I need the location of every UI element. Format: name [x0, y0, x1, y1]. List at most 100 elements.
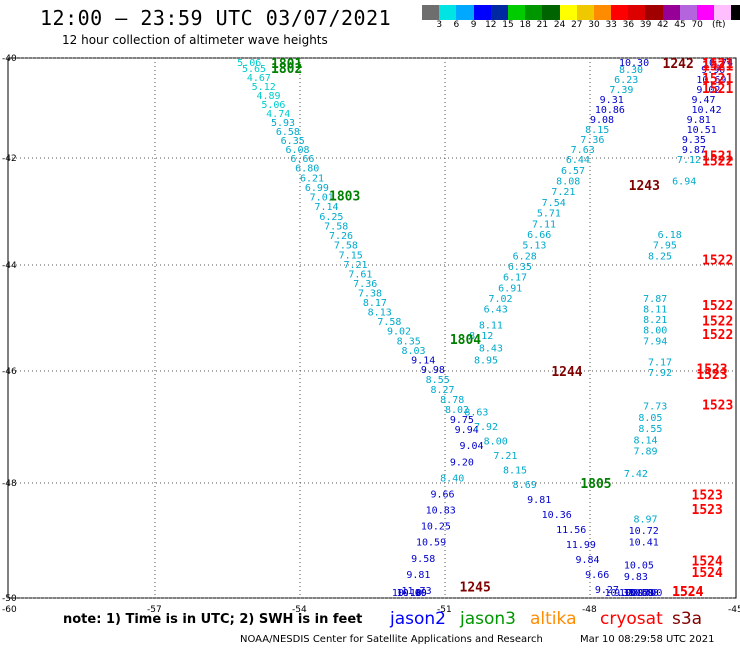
- wave-height-value: 9.81: [687, 115, 711, 126]
- wave-height-value: 9.90: [701, 65, 725, 76]
- wave-height-value: 7.02: [489, 294, 513, 305]
- wave-height-value: 9.84: [576, 555, 600, 566]
- wave-height-value: 8.63: [464, 407, 488, 418]
- wave-height-value: 7.92: [474, 422, 498, 433]
- wave-height-value: 10.49: [624, 588, 654, 599]
- wave-height-value: 6.35: [508, 262, 532, 273]
- wave-height-value: 9.66: [431, 489, 455, 500]
- latitude-tick-label: -48: [2, 479, 17, 489]
- wave-height-value: 10.74: [703, 58, 733, 69]
- colorbar-swatch: [628, 5, 646, 20]
- wave-height-value: 10.83: [426, 505, 456, 516]
- colorbar-swatch: [422, 5, 440, 20]
- wave-height-value: 4.74: [266, 109, 290, 120]
- longitude-tick-label: -54: [292, 605, 307, 615]
- wave-height-value: 10.09: [397, 588, 427, 599]
- wave-height-value: 9.20: [450, 458, 474, 469]
- colorbar-swatch: [525, 5, 543, 20]
- wave-height-value: 6.66: [290, 154, 314, 165]
- wave-height-value: 10.25: [421, 522, 451, 533]
- wave-height-value: 8.14: [634, 435, 658, 446]
- colorbar-tick-label: 45: [674, 20, 686, 30]
- wave-height-value: 8.00: [643, 326, 667, 337]
- wave-height-value: 7.21: [551, 187, 575, 198]
- wave-height-value: 9.27: [595, 585, 619, 596]
- wave-height-value: 9.73: [614, 588, 638, 599]
- track-id-label: 1523: [702, 399, 733, 414]
- footer-timestamp: Mar 10 08:29:58 UTC 2021: [580, 634, 715, 645]
- track-id-label: 1524: [692, 566, 723, 581]
- colorbar-swatch: [731, 5, 740, 20]
- colorbar-swatch: [714, 5, 732, 20]
- colorbar-tick-label: 12: [485, 20, 497, 30]
- wave-height-value: 7.61: [348, 269, 372, 280]
- colorbar-swatch: [593, 5, 612, 20]
- wave-height-value: 8.40: [440, 473, 464, 484]
- wave-height-value: 8.08: [556, 176, 580, 187]
- wave-height-value: 4.67: [247, 73, 271, 84]
- wave-height-value: 9.81: [406, 570, 430, 581]
- longitude-tick-label: -57: [147, 605, 162, 615]
- wave-height-value: 7.11: [532, 219, 556, 230]
- wave-height-value: 8.69: [513, 480, 537, 491]
- colorbar-labels: 3 6 9 12 15 18 21 24 27 30 33 36 39 42 45 70 (ft): [422, 20, 740, 32]
- wave-height-value: 9.87: [682, 145, 706, 156]
- wave-height-value: 8.97: [634, 515, 658, 526]
- colorbar-tick-label: 70: [691, 20, 703, 30]
- wave-height-value: 6.23: [614, 75, 638, 86]
- colorbar-tick-label: 24: [553, 20, 566, 30]
- track-id-label: 1801: [271, 57, 302, 72]
- latitude-tick-label: -42: [2, 154, 17, 164]
- wave-height-value: 6.43: [484, 304, 508, 315]
- wave-height-value: 7.21: [493, 451, 517, 462]
- wave-height-value: 8.43: [479, 344, 503, 355]
- wave-height-value: 8.00: [484, 436, 508, 447]
- wave-height-value: 7.58: [324, 221, 348, 232]
- wave-height-value: 9.81: [527, 495, 551, 506]
- wave-height-value: 8.12: [469, 331, 493, 342]
- track-id-label: 1521: [702, 57, 733, 72]
- colorbar-swatch: [473, 5, 491, 20]
- wave-height-value: 10.41: [629, 538, 659, 549]
- wave-height-value: 10.30: [619, 58, 649, 69]
- wave-height-value: 8.25: [648, 251, 672, 262]
- wave-height-value: 6.21: [300, 173, 324, 184]
- track-id-label: 1522: [702, 254, 733, 269]
- wave-height-value: 8.17: [363, 298, 387, 309]
- colorbar-swatch: [559, 5, 577, 20]
- track-id-label: 1522: [702, 315, 733, 330]
- colorbar-tick-label: 18: [519, 20, 531, 30]
- track-id-label: 1522: [702, 299, 733, 314]
- track-id-label: 1805: [580, 477, 611, 492]
- track-id-label: 1524: [672, 585, 703, 600]
- latitude-tick-label: -50: [2, 594, 17, 604]
- colorbar-tick-label: 39: [639, 20, 652, 30]
- wave-height-value: 9.94: [455, 425, 479, 436]
- wave-height-value: 6.58: [276, 127, 300, 138]
- wave-height-value: 9.58: [411, 554, 435, 565]
- wave-height-value: 10.69: [696, 75, 726, 86]
- wave-height-value: 6.99: [305, 183, 329, 194]
- wave-height-value: 7.12: [677, 155, 701, 166]
- wave-height-value: 7.15: [339, 250, 363, 261]
- wave-height-value: 6.08: [286, 145, 310, 156]
- colorbar-swatch: [576, 5, 594, 20]
- wave-height-value: 4.89: [257, 91, 281, 102]
- colorbar-tick-label: 42: [657, 20, 669, 30]
- note-text: note: 1) Time is in UTC; 2) SWH is in fe…: [63, 612, 363, 627]
- legend-item-altika: altika: [530, 609, 577, 629]
- wave-height-value: 9.31: [600, 95, 624, 106]
- wave-height-value: 7.21: [344, 260, 368, 271]
- colorbar-unit: (ft): [712, 20, 726, 30]
- wave-height-value: 5.12: [252, 82, 276, 93]
- wave-height-value: 5.06: [261, 100, 285, 111]
- track-id-label: 1524: [692, 555, 723, 570]
- colorbar-tick-label: 6: [453, 20, 460, 30]
- wave-height-value: 8.11: [643, 304, 667, 315]
- colorbar-swatch: [645, 5, 663, 20]
- wave-height-value: 11.73: [402, 586, 432, 597]
- colorbar-tick-label: 27: [571, 20, 583, 30]
- wave-height-value: 10.42: [692, 105, 722, 116]
- page-subtitle: 12 hour collection of altimeter wave hei…: [62, 33, 328, 47]
- wave-height-value: 6.17: [503, 273, 527, 284]
